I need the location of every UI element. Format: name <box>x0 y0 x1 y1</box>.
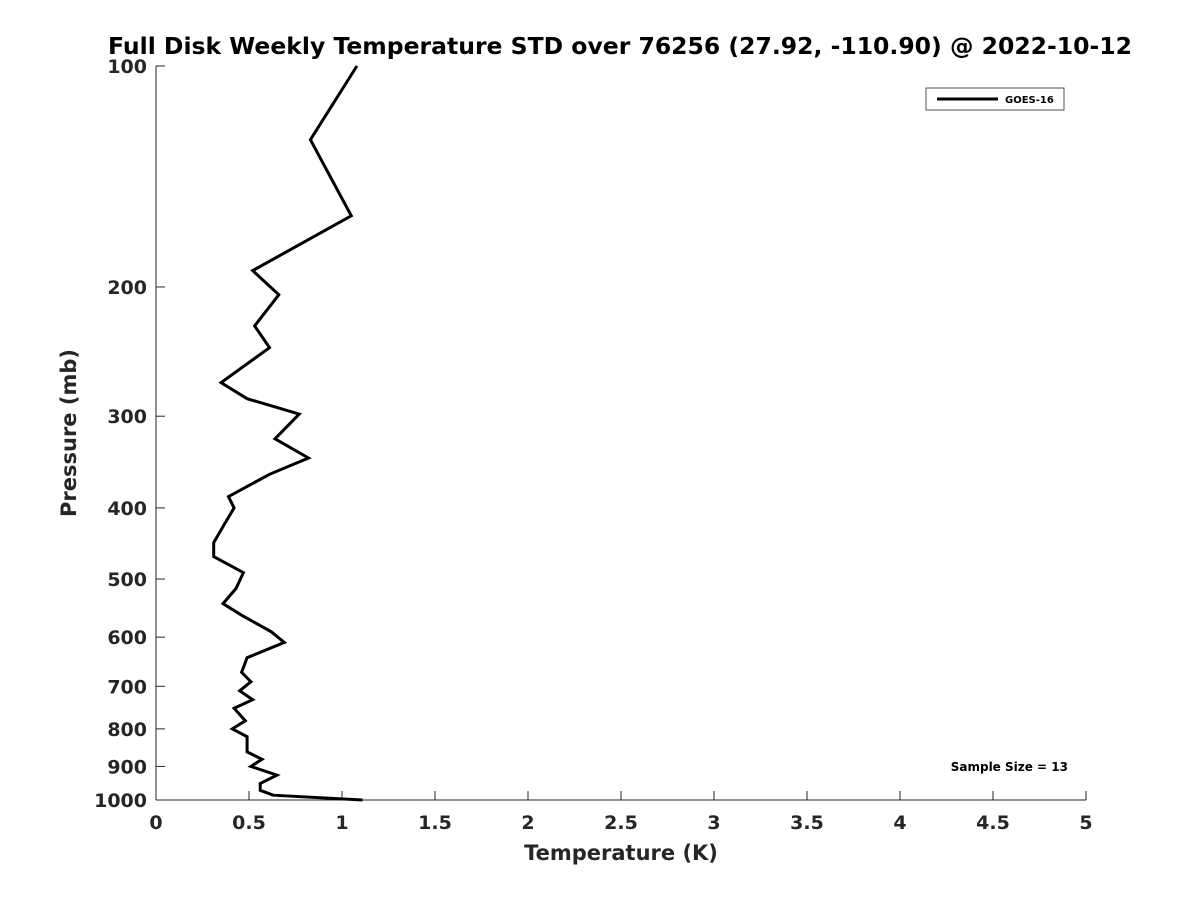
sample-size-annotation: Sample Size = 13 <box>951 760 1068 774</box>
x-tick-label: 2.5 <box>604 812 638 834</box>
x-tick-label: 3 <box>707 812 720 834</box>
series-group <box>212 65 363 802</box>
x-axis-ticks: 0 0.5 1 1.5 2 2.5 3 3.5 4 4.5 5 <box>149 791 1093 834</box>
y-tick-label: 600 <box>107 627 147 649</box>
y-tick-label: 1000 <box>94 790 147 812</box>
x-tick-label: 2 <box>521 812 534 834</box>
y-tick-label: 400 <box>107 498 147 520</box>
x-tick-label: 4 <box>893 812 906 834</box>
x-tick-label: 4.5 <box>976 812 1010 834</box>
y-axis-label: Pressure (mb) <box>57 349 81 517</box>
y-tick-label: 800 <box>107 719 147 741</box>
series-line-goes-16 <box>212 65 363 802</box>
y-tick-label: 300 <box>107 406 147 428</box>
chart-title: Full Disk Weekly Temperature STD over 76… <box>108 32 1132 60</box>
y-tick-label: 100 <box>107 56 147 78</box>
legend-label: GOES-16 <box>1005 95 1054 106</box>
y-tick-label: 200 <box>107 277 147 299</box>
x-tick-label: 0 <box>149 812 162 834</box>
x-tick-label: 3.5 <box>790 812 824 834</box>
x-tick-label: 1.5 <box>418 812 452 834</box>
x-axis-label: Temperature (K) <box>524 841 718 865</box>
y-axis-ticks: 100 200 300 400 500 600 700 800 900 1000 <box>94 56 165 812</box>
legend: GOES-16 <box>925 87 1065 111</box>
y-tick-label: 900 <box>107 756 147 778</box>
x-tick-label: 1 <box>335 812 348 834</box>
x-tick-label: 5 <box>1079 812 1092 834</box>
y-tick-label: 500 <box>107 569 147 591</box>
y-tick-label: 700 <box>107 676 147 698</box>
x-tick-label: 0.5 <box>232 812 266 834</box>
